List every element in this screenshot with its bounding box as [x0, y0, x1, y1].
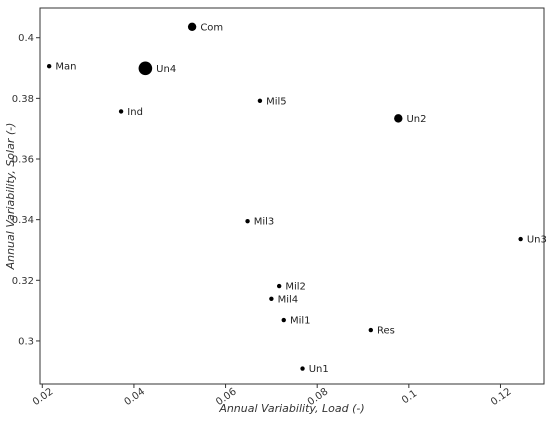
data-point-res — [368, 327, 374, 333]
data-point-un2 — [394, 114, 403, 123]
y-axis-title: Annual Variability, Solar (-) — [4, 123, 17, 271]
data-point-un1 — [300, 366, 305, 371]
data-point-man — [46, 64, 52, 69]
point-label-un2: Un2 — [406, 114, 426, 125]
point-label-mil2: Mil2 — [285, 282, 306, 293]
point-label-res: Res — [377, 326, 395, 337]
plot-frame — [39, 7, 545, 385]
point-label-com: Com — [200, 22, 223, 33]
point-label-un3: Un3 — [527, 235, 547, 246]
point-label-un4: Un4 — [156, 64, 176, 75]
point-label-mil4: Mil4 — [278, 294, 299, 305]
data-point-mil1 — [281, 317, 286, 323]
y-tick-label: 0.38 — [12, 94, 34, 105]
x-tick-label: 0.04 — [123, 386, 148, 408]
x-tick-label: 0.12 — [489, 386, 514, 408]
data-point-mil3 — [245, 218, 250, 224]
point-label-mil3: Mil3 — [254, 217, 275, 228]
y-tick-label: 0.36 — [12, 155, 34, 166]
point-label-mil1: Mil1 — [290, 316, 311, 327]
y-axis: 0.3 0.32 0.34 0.36 0.38 0.4 — [12, 33, 40, 347]
data-point-un3 — [518, 236, 523, 242]
data-point-mil4 — [269, 296, 274, 301]
data-point-ind — [118, 109, 124, 114]
y-tick-label: 0.34 — [12, 215, 34, 226]
x-tick-label: 0.1 — [400, 388, 419, 406]
point-label-mil5: Mil5 — [266, 96, 287, 107]
y-tick-label: 0.4 — [18, 33, 34, 44]
point-label-ind: Ind — [127, 107, 143, 118]
x-tick-label: 0.02 — [31, 386, 56, 408]
point-label-un1: Un1 — [309, 364, 329, 375]
data-point-un4 — [138, 61, 153, 76]
y-tick-label: 0.32 — [12, 276, 34, 287]
data-point-mil5 — [257, 98, 263, 103]
data-point-mil2 — [276, 283, 282, 289]
y-tick-label: 0.3 — [18, 336, 34, 347]
data-point-com — [187, 22, 197, 31]
point-label-man: Man — [55, 62, 76, 73]
x-axis-title: Annual Variability, Load (-) — [218, 402, 364, 415]
